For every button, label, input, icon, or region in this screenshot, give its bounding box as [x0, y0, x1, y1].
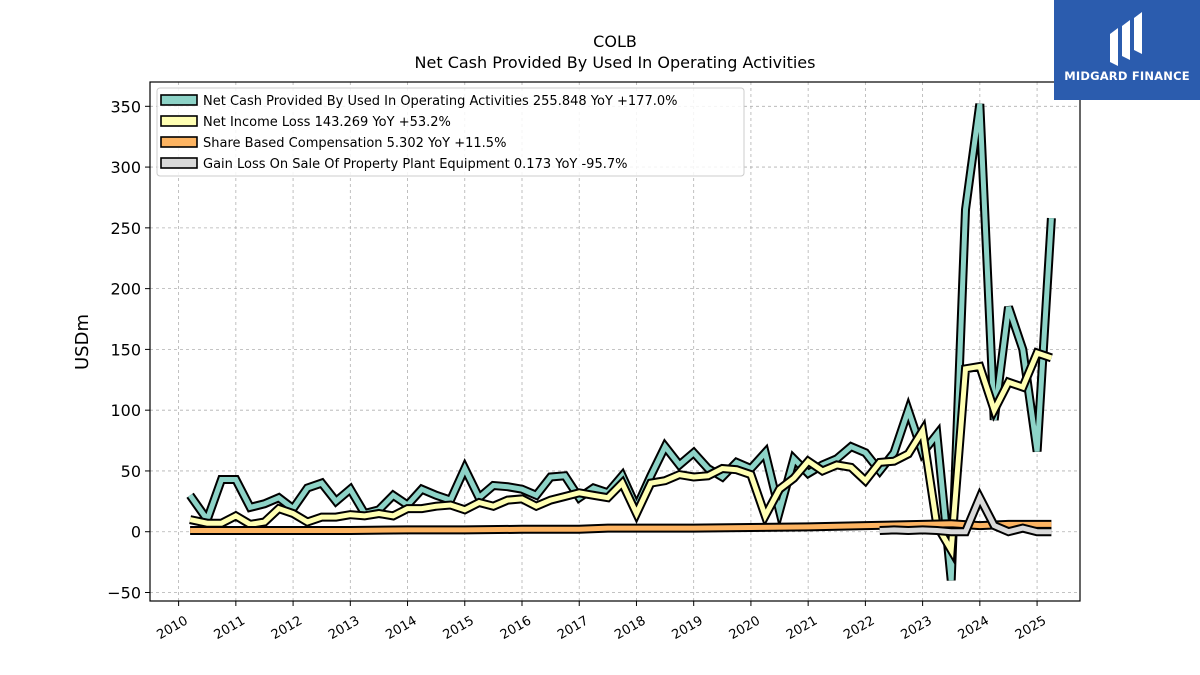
plot-frame [149, 81, 1081, 602]
x-tick-label: 2022 [841, 613, 877, 643]
series-line-1 [186, 103, 1056, 581]
x-tick-label: 2019 [670, 613, 706, 643]
series-line-4 [879, 487, 1052, 537]
y-tick-label: 300 [110, 158, 141, 177]
y-tick-label: −50 [107, 583, 141, 602]
x-tick-label: 2015 [441, 613, 477, 643]
chart-subtitle: Net Cash Provided By Used In Operating A… [415, 53, 816, 72]
y-tick-label: 50 [121, 462, 141, 481]
y-axis-label: USDm [72, 314, 93, 370]
x-tick-label: 2014 [383, 613, 419, 643]
legend-label: Net Income Loss 143.269 YoY +53.2% [203, 115, 451, 130]
legend-label: Net Cash Provided By Used In Operating A… [203, 94, 677, 109]
legend-label: Gain Loss On Sale Of Property Plant Equi… [203, 157, 627, 172]
y-tick-label: 0 [131, 523, 141, 542]
x-tick-label: 2023 [898, 613, 934, 643]
y-tick-label: 150 [110, 340, 141, 359]
legend-swatch [160, 157, 198, 169]
series-line-2 [189, 347, 1053, 565]
x-tick-label: 2016 [498, 613, 534, 643]
midgard-finance-logo: MIDGARD FINANCE [1054, 0, 1200, 100]
legend: Net Cash Provided By Used In Operating A… [156, 87, 745, 177]
chart-title: COLB [593, 32, 637, 51]
x-tick-label: 2012 [269, 613, 305, 643]
x-tick-label: 2010 [154, 613, 190, 643]
legend-swatch [160, 136, 198, 148]
x-tick-label: 2017 [555, 613, 591, 643]
axis-ticks: −50 0 50 100 150 200 250 300 350 2010 2011 2012 2013… [107, 97, 1049, 643]
logo-text: MIDGARD FINANCE [1064, 69, 1190, 83]
legend-box [156, 87, 745, 177]
y-tick-label: 350 [110, 97, 141, 116]
x-tick-label: 2025 [1013, 613, 1049, 643]
x-tick-label: 2020 [727, 613, 763, 643]
x-tick-label: 2013 [326, 613, 362, 643]
y-tick-label: 250 [110, 219, 141, 238]
series-line-3 [190, 519, 1052, 535]
y-tick-label: 100 [110, 401, 141, 420]
legend-swatch [160, 115, 198, 127]
legend-label: Share Based Compensation 5.302 YoY +11.5… [203, 136, 506, 151]
x-tick-label: 2018 [612, 613, 648, 643]
midgard-logo-icon [1110, 12, 1142, 66]
x-tick-label: 2021 [784, 613, 820, 643]
series-layer [186, 103, 1056, 581]
y-tick-label: 200 [110, 280, 141, 299]
x-tick-label: 2011 [212, 613, 248, 643]
legend-swatch [160, 94, 198, 106]
x-tick-label: 2024 [956, 613, 992, 643]
